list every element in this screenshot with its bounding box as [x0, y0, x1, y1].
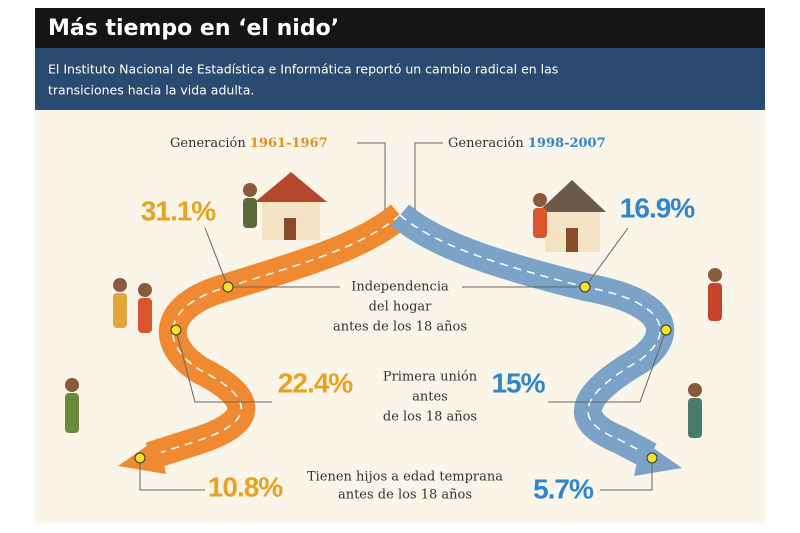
- connector: [139, 458, 205, 491]
- house: [255, 172, 327, 240]
- generation-years: 1961-1967: [250, 136, 328, 151]
- subtitle: El Instituto Nacional de Estadística e I…: [48, 62, 558, 77]
- subtitle-band: [35, 48, 765, 110]
- value-label: 10.8%: [208, 471, 283, 502]
- value-label: 31.1%: [141, 195, 216, 226]
- connector: [357, 142, 386, 210]
- generation-label: Generación 1998-2007: [448, 136, 606, 151]
- road-line: [399, 214, 661, 457]
- indicator-label: Primera unión: [383, 370, 478, 385]
- subtitle: transiciones hacia la vida adulta.: [48, 83, 254, 98]
- marker: [646, 452, 658, 464]
- generation-label: Generación: [448, 136, 524, 151]
- marker: [660, 324, 672, 336]
- marker: [170, 324, 182, 336]
- arrow-blue: [634, 440, 682, 476]
- value-label: 22.4%: [278, 367, 353, 398]
- generation-years: 1998-2007: [528, 136, 606, 151]
- title-bar: [35, 8, 765, 48]
- connector: [600, 458, 653, 491]
- indicator-label: antes: [412, 390, 448, 405]
- marker: [222, 281, 234, 293]
- title: Más tiempo en ‘el nido’: [48, 16, 339, 41]
- indicator-label: Independencia: [351, 280, 449, 295]
- indicator-label: antes de los 18 años: [333, 320, 467, 335]
- indicator-label: del hogar: [369, 300, 433, 315]
- value-label: 5.7%: [533, 473, 594, 504]
- indicator-label: de los 18 años: [383, 410, 477, 425]
- indicator-label: Tienen hijos a edad temprana: [307, 470, 503, 485]
- generation-label: Generación: [170, 136, 246, 151]
- house: [538, 180, 606, 252]
- value-label: 16.9%: [620, 192, 695, 223]
- connector: [548, 329, 667, 403]
- people: [65, 183, 722, 438]
- value-label: 15%: [491, 367, 545, 398]
- generation-label: Generación 1961-1967: [170, 136, 328, 151]
- connector: [414, 142, 443, 210]
- marker: [134, 452, 146, 464]
- indicator-label: antes de los 18 años: [338, 488, 472, 503]
- connector: [175, 329, 272, 403]
- marker: [579, 281, 591, 293]
